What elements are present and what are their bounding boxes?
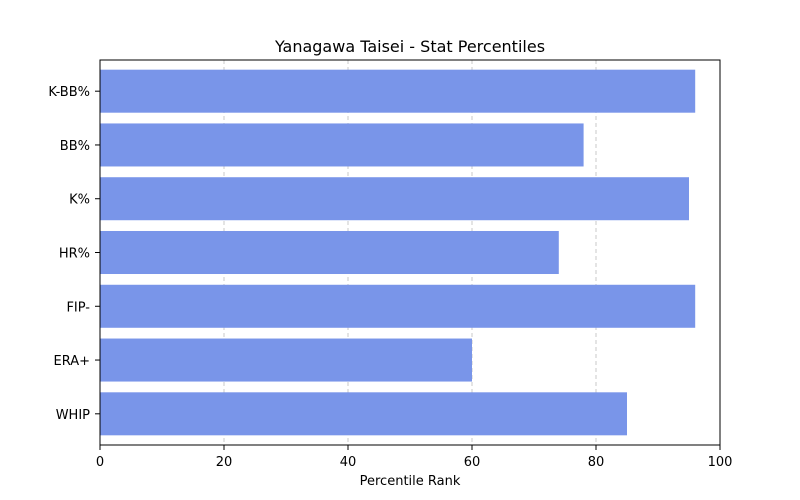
- bar-whip: [100, 392, 627, 436]
- x-tick-label: 0: [96, 455, 104, 470]
- x-tick-label: 80: [588, 455, 605, 470]
- bar-era: [100, 338, 472, 382]
- y-tick-label: WHIP: [56, 408, 90, 423]
- y-tick-label: ERA+: [53, 354, 90, 369]
- x-tick-label: 100: [708, 455, 733, 470]
- y-tick-label: K%: [69, 193, 90, 208]
- y-axis: WHIP ERA+ FIP- HR% K% BB% K-BB%: [48, 85, 100, 423]
- bar-bb: [100, 123, 584, 167]
- x-tick-label: 60: [464, 455, 481, 470]
- chart-title: Yanagawa Taisei - Stat Percentiles: [274, 37, 545, 56]
- bars: [100, 69, 696, 436]
- plot-frame: [99, 59, 721, 446]
- x-axis: 0 20 40 60 80 100: [96, 445, 733, 470]
- bar-hr: [100, 230, 559, 275]
- bar-fip: [100, 284, 696, 328]
- x-tick-label: 20: [216, 455, 233, 470]
- x-axis-label: Percentile Rank: [360, 474, 461, 489]
- x-tick-label: 40: [340, 455, 357, 470]
- y-tick-label: FIP-: [66, 300, 90, 315]
- y-tick-label: HR%: [59, 247, 90, 262]
- y-tick-label: BB%: [60, 139, 90, 154]
- y-tick-label: K-BB%: [48, 85, 90, 100]
- bar-k-bb: [100, 69, 696, 113]
- bar-k: [100, 177, 689, 221]
